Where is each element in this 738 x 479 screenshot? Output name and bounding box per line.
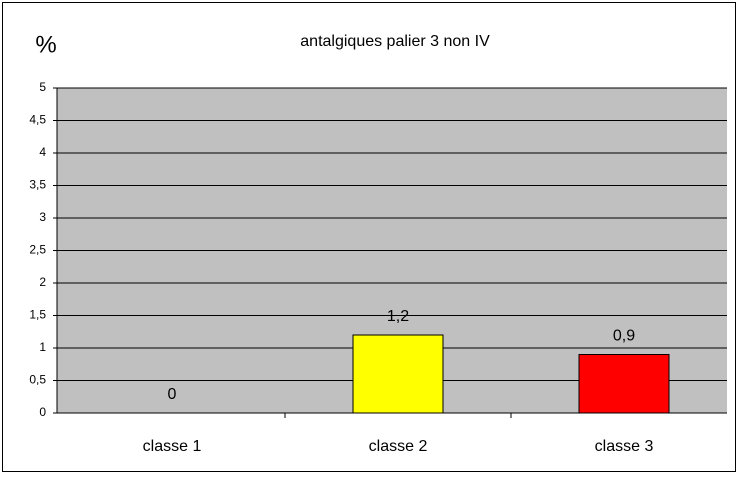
x-tick-label: classe 3 <box>595 438 654 455</box>
y-tick-label: 1 <box>39 340 46 354</box>
value-label: 0,9 <box>613 328 635 345</box>
value-label: 0 <box>168 386 177 403</box>
y-tick-label: 2,5 <box>29 243 46 257</box>
y-tick-label: 2 <box>39 275 46 289</box>
y-tick-label: 0 <box>39 405 46 419</box>
y-tick-label: 4,5 <box>29 113 46 127</box>
y-tick-label: 3,5 <box>29 178 46 192</box>
bar <box>578 354 670 414</box>
y-tick-label: 3 <box>39 210 46 224</box>
y-tick-label: 1,5 <box>29 308 46 322</box>
x-tick-label: classe 2 <box>369 438 428 455</box>
y-axis-label: % <box>35 31 56 58</box>
chart-title: antalgiques palier 3 non IV <box>300 33 490 50</box>
value-label: 1,2 <box>387 308 409 325</box>
y-tick-label: 4 <box>39 145 46 159</box>
x-tick-label: classe 1 <box>143 438 202 455</box>
y-tick-label: 5 <box>39 80 46 94</box>
y-tick-label: 0,5 <box>29 373 46 387</box>
bar <box>352 334 444 414</box>
